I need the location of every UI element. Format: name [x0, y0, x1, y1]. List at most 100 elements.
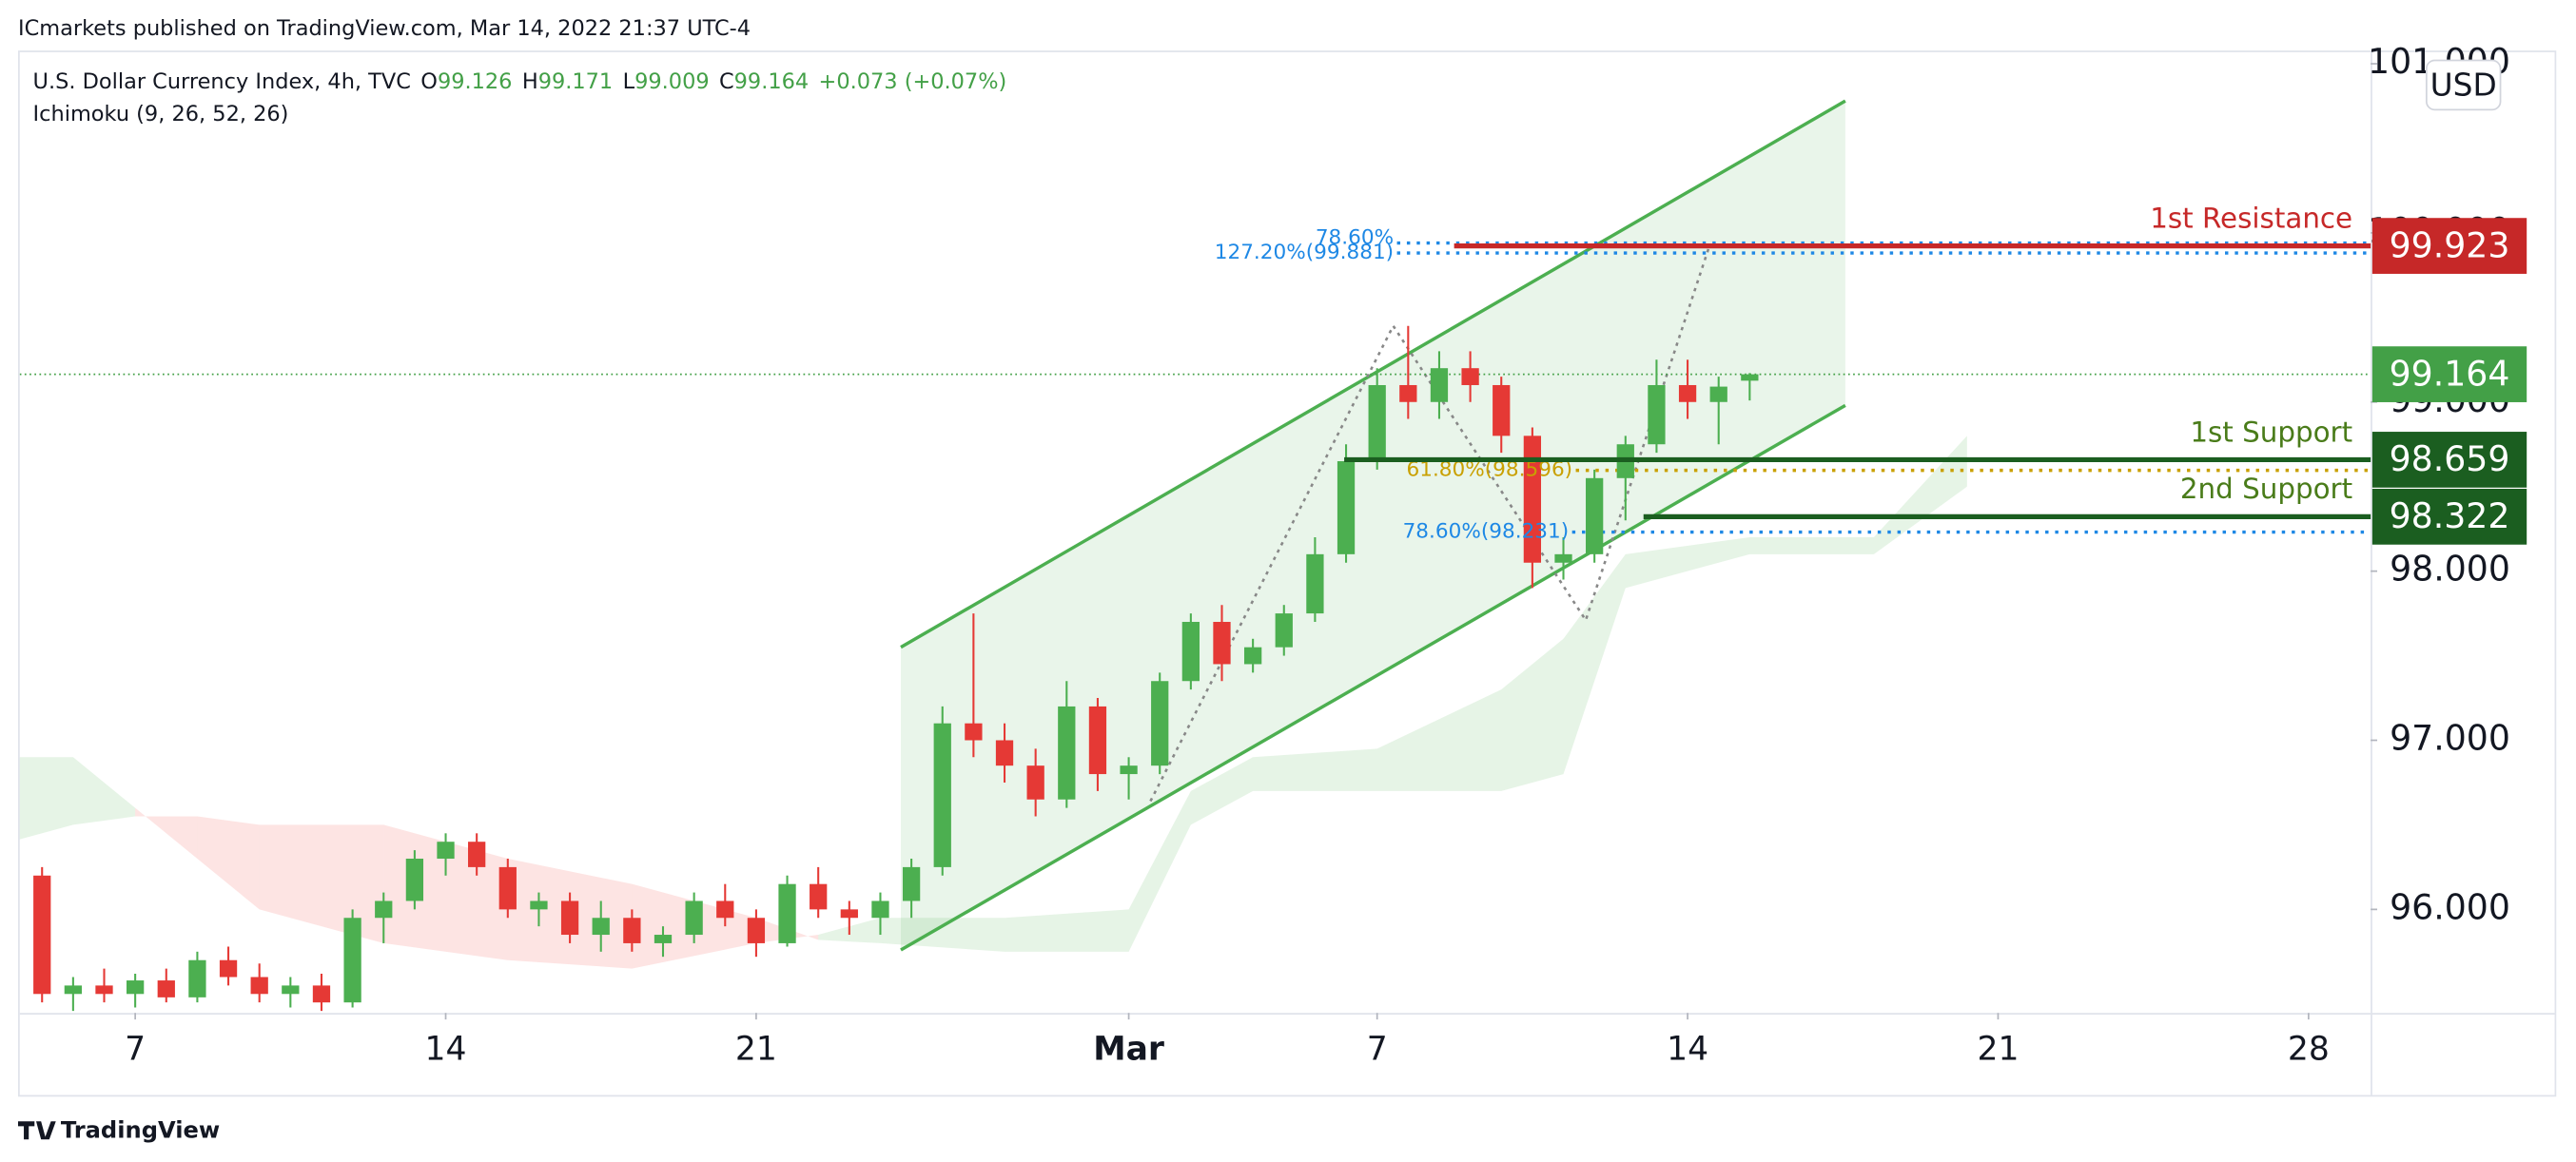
candle-body [1741, 374, 1759, 381]
candle-body [157, 980, 175, 997]
candle-body [1337, 461, 1356, 554]
cloud-segment [1190, 757, 1254, 825]
candle-body [219, 959, 238, 978]
candle-body [1243, 647, 1262, 665]
x-tick-label: 7 [1367, 1030, 1388, 1068]
logo [17, 1121, 56, 1140]
candle-body [933, 723, 951, 867]
cloud-segment [1501, 638, 1564, 791]
candle-body [778, 883, 796, 943]
x-tick-label: 7 [125, 1030, 146, 1068]
overlay: 96.00097.00098.00099.000100.000101.00071… [125, 41, 2527, 1068]
cloud-segment [1253, 748, 1377, 791]
candle-body [1399, 384, 1417, 402]
indicator-name: Ichimoku (9, 26, 52, 26) [33, 102, 289, 126]
candle-body [654, 935, 673, 943]
x-tick-label: 21 [1977, 1030, 2019, 1068]
candle-body [343, 918, 361, 1003]
y-tick-label: 98.000 [2390, 549, 2510, 590]
ohlc-value: 99.126 [438, 68, 513, 93]
candle-body [1523, 436, 1542, 563]
level-label: 1st Resistance [2150, 202, 2352, 234]
fib-label: 78.60%(98.231) [1403, 520, 1570, 544]
candle-body [747, 918, 766, 943]
candle-body [840, 909, 858, 919]
candle-body [1461, 368, 1479, 385]
zigzag [1149, 247, 1710, 803]
cloud-segment [19, 757, 73, 840]
cloud-segment [197, 816, 260, 910]
candle-body [312, 985, 331, 1003]
level-label: 2nd Support [2180, 473, 2352, 505]
level-price-box [2371, 488, 2527, 545]
candle-body [592, 918, 610, 936]
fib-label: 78.60% [1316, 225, 1394, 249]
chart-border [17, 50, 2557, 1097]
candle-body [1493, 384, 1511, 436]
candle-body [560, 901, 579, 936]
candle-body [1275, 613, 1293, 648]
channel-fill [901, 101, 1845, 951]
cloud-segment [1873, 436, 1967, 554]
channel-line [900, 403, 1846, 952]
candle-body [468, 842, 486, 867]
cloud-segment [1749, 537, 1874, 554]
ohlc-key: O [420, 68, 438, 93]
candle-body [405, 858, 424, 901]
x-tick-label: Mar [1093, 1030, 1164, 1068]
candle-body [64, 985, 83, 995]
level-price: 98.322 [2390, 495, 2510, 536]
x-tick-label: 21 [735, 1030, 777, 1068]
candle-body [810, 883, 828, 910]
candle-body [871, 901, 889, 919]
candle-body [1026, 765, 1044, 800]
candle-body [375, 901, 393, 919]
candle-body [1306, 553, 1324, 614]
candle-body [498, 866, 517, 910]
candle-body [902, 866, 921, 901]
symbol: U.S. Dollar Currency Index, 4h, TVC [33, 68, 411, 93]
candle-body [965, 723, 983, 741]
candle-body [1181, 621, 1200, 682]
cloud-segment [1376, 689, 1502, 791]
level-price-box [2371, 218, 2527, 274]
ohlc-key: L [623, 68, 635, 93]
candle-body [1058, 706, 1076, 800]
level-price: 98.659 [2390, 438, 2510, 479]
candle-body [1213, 621, 1231, 665]
cloud-segment [1563, 553, 1626, 775]
candle-body [530, 901, 548, 910]
currency-box[interactable] [2425, 59, 2502, 111]
publisher: ICmarkets published on TradingView.com, … [18, 16, 751, 41]
candle-body [1368, 384, 1386, 462]
channel-line [900, 99, 1846, 649]
level-label: 1st Support [2190, 416, 2352, 448]
ohlc-value: 99.009 [634, 68, 710, 93]
candle-body [716, 901, 734, 919]
candle-body [188, 959, 206, 997]
candle-body [437, 842, 455, 859]
ohlc-value: 99.171 [538, 68, 614, 93]
cloud-segment [1128, 790, 1191, 952]
plot-area [19, 99, 2371, 1012]
cloud-segment [72, 757, 136, 825]
last-price: 99.164 [2390, 353, 2510, 394]
y-tick-label: 97.000 [2390, 717, 2510, 758]
cloud-segment [1005, 909, 1129, 952]
cloud-segment [135, 807, 198, 859]
fib-label: 127.20%(99.881) [1215, 241, 1394, 264]
change: +0.073 (+0.07%) [819, 68, 1007, 93]
candle-body [1120, 765, 1138, 775]
ohlc-key: H [522, 68, 538, 93]
candle-body [250, 977, 268, 995]
y-tick-label: 96.000 [2390, 886, 2510, 927]
candle-body [1648, 384, 1666, 445]
candle-body [1430, 368, 1449, 402]
ohlc-key: C [719, 68, 734, 93]
level-price-box [2371, 432, 2527, 488]
candle-body [1554, 553, 1572, 563]
candle-body [1709, 386, 1727, 402]
x-tick-label: 14 [1667, 1030, 1708, 1068]
candle-body [127, 980, 145, 995]
